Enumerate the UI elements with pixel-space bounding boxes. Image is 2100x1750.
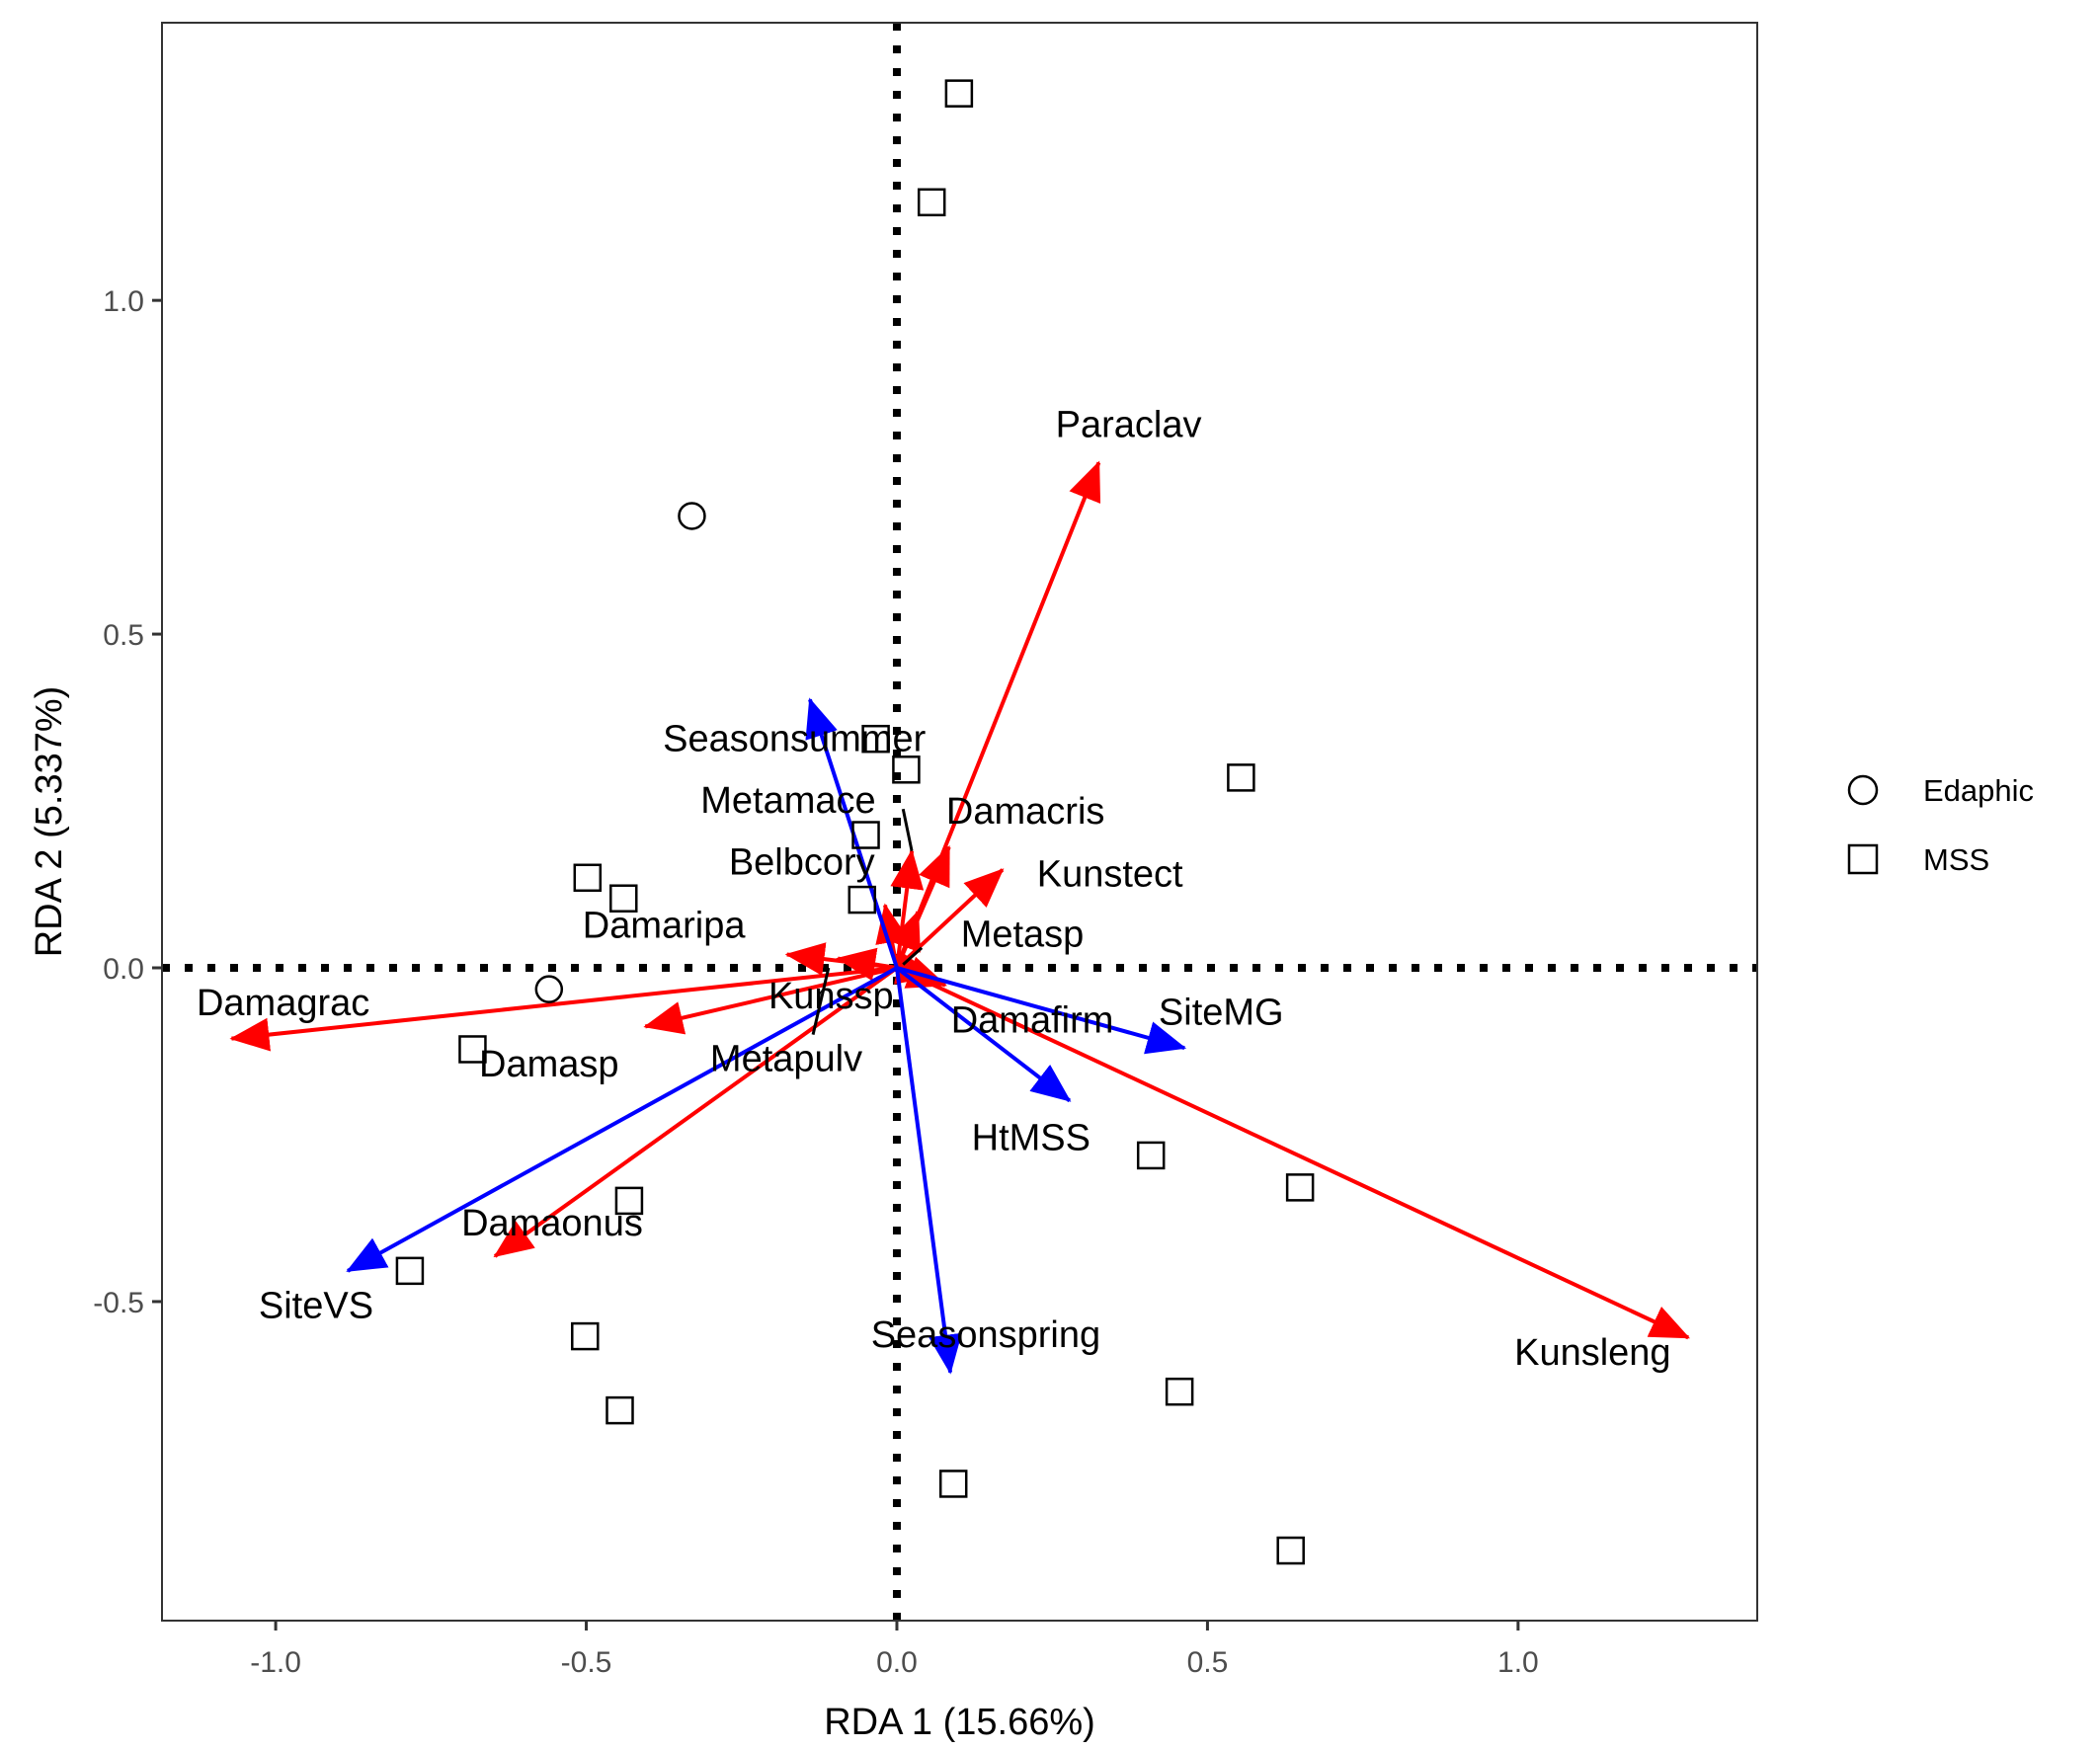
arrow-label-damaripa: Damaripa [583, 905, 747, 946]
arrow-label-damafirm: Damafirm [951, 999, 1114, 1041]
point-mss [1285, 1173, 1315, 1202]
point-mss [606, 1395, 634, 1425]
arrow-label-sitemg: SiteMG [1159, 992, 1284, 1033]
point-mss [861, 724, 890, 754]
species-arrow-damaonus [493, 966, 899, 1258]
point-mss [1276, 1536, 1305, 1565]
legend-key-edaphic [1847, 774, 1879, 806]
point-mss [938, 1470, 968, 1498]
species-arrows [229, 460, 1691, 1340]
point-mss [395, 1256, 425, 1286]
species-arrow-metapulv [836, 947, 898, 982]
arrow-label-damagrac: Damagrac [197, 983, 369, 1024]
arrow-label-seasonspring: Seasonspring [871, 1314, 1100, 1356]
environment-arrows [346, 697, 1187, 1375]
arrow-label-damacris: Damacris [946, 791, 1104, 833]
arrow-label-belbcory: Belbcory [729, 841, 875, 883]
point-mss [609, 884, 638, 913]
arrow-label-damasp: Damasp [479, 1044, 619, 1085]
arrow-label-metasp: Metasp [961, 914, 1085, 955]
point-mss [892, 756, 921, 784]
arrow-label-sitevs: SiteVS [259, 1286, 373, 1327]
point-mss [573, 863, 603, 893]
env-arrow-seasonspring [894, 967, 962, 1375]
y-tick-label: 0.5 [103, 619, 144, 652]
y-axis: -0.5 0.0 0.5 1.0 [93, 285, 162, 1319]
panel-border [161, 22, 1758, 1622]
point-mss [571, 1321, 600, 1351]
label-connector [811, 967, 831, 1035]
arrow-label-paraclav: Paraclav [1056, 405, 1202, 446]
arrow-label-damaonus: Damaonus [461, 1203, 643, 1244]
x-axis: -1.0 -0.5 0.0 0.5 1.0 [250, 1621, 1539, 1679]
arrow-label-metapulv: Metapulv [710, 1039, 862, 1080]
point-mss [917, 188, 946, 217]
x-axis-title: RDA 1 (15.66%) [824, 1702, 1095, 1743]
point-mss [1165, 1377, 1194, 1406]
arrow-label-kunssp: Kunssp [768, 976, 894, 1017]
y-axis-title: RDA 2 (5.337%) [29, 686, 70, 958]
label-connectors [811, 808, 924, 1035]
y-tick-label: -0.5 [93, 1287, 144, 1319]
sample-points [395, 79, 1315, 1565]
species-arrow-kunsleng [896, 966, 1691, 1340]
env-arrow-sitevs [346, 966, 898, 1273]
reference-lines [162, 23, 1757, 1621]
point-mss [848, 885, 877, 915]
legend: Edaphic MSS [1847, 773, 2034, 877]
legend-key-mss [1847, 843, 1879, 875]
arrow-label-kunsleng: Kunsleng [1514, 1332, 1670, 1374]
point-mss [614, 1186, 644, 1216]
point-mss [851, 821, 880, 849]
arrow-label-htmss: HtMSS [972, 1117, 1090, 1158]
arrow-label-seasonsummer: Seasonsummer [663, 718, 926, 759]
point-mss [458, 1035, 487, 1064]
label-connector [901, 808, 914, 852]
point-edaphic [534, 975, 564, 1003]
legend-label-edaphic: Edaphic [1923, 773, 2034, 808]
point-mss [1227, 763, 1255, 792]
label-connector [902, 946, 924, 966]
point-mss [1136, 1141, 1166, 1170]
x-tick-label: -0.5 [561, 1646, 612, 1679]
point-edaphic [678, 502, 706, 530]
arrow-labels: Paraclav Kunsleng Damagrac Damasp Damaonus Ku… [197, 405, 1671, 1374]
x-tick-label: 0.0 [876, 1646, 918, 1679]
point-mss [944, 79, 974, 108]
env-arrow-htmss [895, 966, 1072, 1103]
arrow-label-kunstect: Kunstect [1037, 853, 1183, 895]
x-tick-label: -1.0 [250, 1646, 301, 1679]
x-tick-label: 1.0 [1497, 1646, 1539, 1679]
y-tick-label: 0.0 [103, 953, 144, 986]
species-arrow-damagrac [229, 966, 898, 1052]
env-arrow-sitemg [896, 966, 1187, 1055]
x-tick-label: 0.5 [1187, 1646, 1229, 1679]
y-tick-label: 1.0 [103, 285, 144, 318]
arrow-label-metamace: Metamace [700, 780, 875, 822]
legend-label-mss: MSS [1923, 842, 1989, 877]
